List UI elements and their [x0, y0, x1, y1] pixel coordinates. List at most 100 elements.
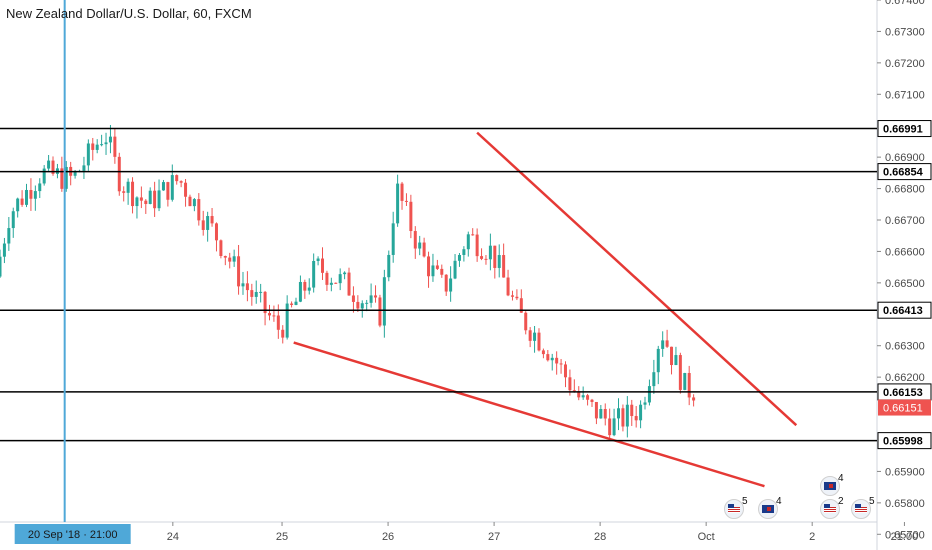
price-tick-label: 0.67300 [885, 26, 925, 38]
horizontal-levels[interactable]: 0.66991 0.66854 0.66413 0.66153 0.65998 [0, 120, 932, 450]
us-event-flag[interactable]: 2 [820, 496, 846, 521]
candle-body [11, 211, 15, 229]
level-price-label: 0.66991 [883, 124, 923, 136]
candle-body [608, 418, 612, 436]
level-price-box [877, 120, 932, 138]
candle-body [175, 175, 179, 182]
trendline[interactable] [293, 341, 765, 488]
event-count: 4 [776, 496, 782, 507]
candle-body [643, 402, 647, 405]
candle-body [427, 256, 431, 277]
candle-body [153, 190, 157, 209]
candle-body [387, 254, 391, 278]
candle-body [563, 364, 567, 378]
candle-body [661, 340, 665, 349]
candle-body [334, 282, 338, 284]
price-tick-label: 0.65900 [885, 466, 925, 478]
level-price-label: 0.65998 [883, 436, 923, 448]
last-price-box [878, 399, 931, 416]
event-count: 2 [838, 496, 844, 507]
candle-body [396, 183, 400, 224]
candle-body [122, 191, 126, 193]
candle-body [86, 143, 90, 166]
candle-body [285, 303, 289, 338]
candle-body [20, 198, 24, 205]
price-tick-label: 0.67100 [885, 89, 925, 101]
price-tick-label: 0.66500 [885, 278, 925, 290]
candle-body [131, 181, 135, 207]
candle-body [281, 329, 285, 338]
candle-body [316, 258, 320, 261]
time-tick-label: 28 [594, 531, 606, 543]
candle-body [100, 144, 104, 146]
candlestick-series [0, 124, 696, 441]
candle-body [506, 277, 510, 296]
us-event-flag[interactable]: 5 [724, 496, 750, 521]
chart-title: New Zealand Dollar/U.S. Dollar, 60, FXCM [6, 6, 252, 21]
candle-body [263, 291, 267, 314]
candle-body [166, 182, 170, 200]
candle-body [214, 223, 218, 241]
candle-body [488, 245, 492, 260]
candle-body [665, 340, 669, 347]
candle-body [42, 168, 46, 184]
candle-body [462, 249, 466, 255]
candle-body [537, 332, 541, 351]
candle-body [581, 395, 585, 398]
candle-body [157, 190, 161, 209]
price-axis[interactable]: 0.67400 0.67300 0.67200 0.67100 0.66900 0.668… [877, 0, 931, 541]
trendline[interactable] [476, 131, 798, 427]
candle-body [480, 256, 484, 259]
crosshair-time-label: 20 Sep '18 · 21:00 [28, 529, 118, 541]
candle-body [312, 260, 316, 288]
candle-body [245, 283, 249, 291]
candle-body [510, 295, 514, 297]
event-count: 4 [838, 473, 844, 484]
time-tick-label: 26 [382, 531, 394, 543]
candle-body [170, 175, 174, 200]
candle-body [73, 171, 77, 176]
us-event-flag[interactable]: 5 [851, 496, 877, 521]
event-count: 5 [869, 496, 875, 507]
candle-body [457, 254, 461, 261]
candle-body [351, 295, 355, 302]
candle-body [139, 197, 143, 201]
time-axis[interactable]: 24 25 26 27 28 Oct 2 21:00 20 Sep '18 · 21:00 [14, 522, 919, 544]
candle-body [453, 260, 457, 279]
candle-body [223, 255, 227, 258]
candle-body [683, 373, 687, 390]
candle-body [546, 354, 550, 361]
candle-body [33, 191, 37, 199]
nz-event-flag[interactable]: 4 [820, 473, 846, 498]
candle-body [422, 242, 426, 257]
candle-body [493, 245, 497, 268]
candle-body [497, 255, 501, 268]
candle-body [559, 363, 563, 365]
candle-body [418, 242, 422, 249]
candle-body [541, 350, 545, 355]
candle-body [409, 201, 413, 232]
candle-body [82, 165, 86, 171]
level-price-label: 0.66413 [883, 305, 923, 317]
candle-body [404, 200, 408, 202]
candle-body [108, 136, 112, 143]
candle-body [201, 220, 205, 230]
candle-body [449, 278, 453, 292]
candle-body [254, 292, 258, 297]
candle-body [391, 223, 395, 255]
candle-body [639, 404, 643, 421]
candle-body [603, 409, 607, 419]
candle-body [652, 372, 656, 387]
nz-event-flag[interactable]: 4 [758, 496, 784, 521]
price-tick-label: 0.66300 [885, 341, 925, 353]
candle-body [237, 256, 241, 287]
trendlines[interactable] [293, 131, 798, 488]
price-tick-label: 0.66900 [885, 152, 925, 164]
level-price-box [877, 301, 932, 319]
candle-body [188, 196, 192, 207]
price-tick-label: 0.67200 [885, 58, 925, 70]
candle-body [25, 189, 29, 205]
candle-body [250, 290, 254, 297]
